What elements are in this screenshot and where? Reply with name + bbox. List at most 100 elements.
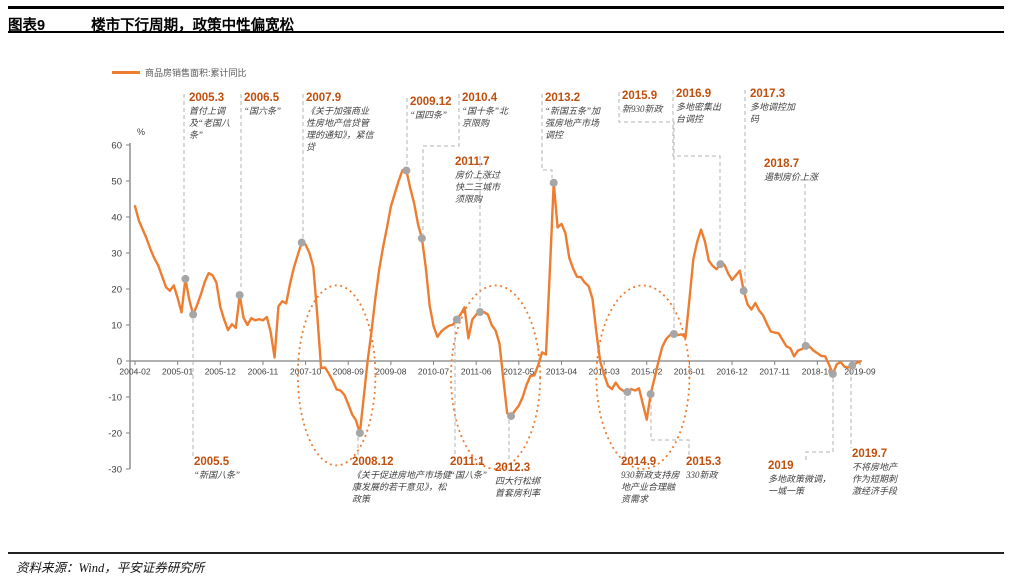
annotation-date: 2019.7 bbox=[852, 448, 888, 460]
x-tick-label: 2007-10 bbox=[290, 367, 321, 377]
annotation-text: 多地密集出台调控 bbox=[676, 102, 722, 124]
annotation-text: 《关于促进房地产市场健康发展的若干意见》，松政策 bbox=[352, 470, 452, 504]
policy-annotation-2019: 2019 多地政策微调，一城一策 bbox=[768, 460, 838, 497]
policy-annotation-2011.7: 2011.7 房价上涨过快二三城市须限购 bbox=[455, 156, 505, 205]
x-tick-label: 2018-10 bbox=[802, 367, 833, 377]
policy-annotation-2017.3: 2017.3 多地调控加码 bbox=[750, 88, 798, 125]
policy-annotation-2012.3: 2012.3 四大行松绑首套房利率 bbox=[495, 462, 547, 499]
annotation-connector bbox=[805, 378, 834, 460]
legend-line-swatch bbox=[112, 71, 140, 74]
annotation-connector bbox=[650, 398, 690, 456]
source-note: 资料来源：Wind，平安证券研究所 bbox=[16, 561, 205, 575]
header-divider bbox=[8, 31, 1004, 33]
annotation-text: 330新政 bbox=[686, 470, 718, 480]
policy-annotation-2019.7: 2019.7 不将房地产作为短期刺激经济手段 bbox=[852, 448, 902, 497]
annotation-text: “国十条”北京限购 bbox=[462, 106, 509, 128]
chart-legend: 商品房销售面积:累计同比 bbox=[112, 66, 247, 79]
annotation-date: 2011.7 bbox=[455, 156, 490, 168]
annotation-date: 2011.1 bbox=[450, 456, 485, 468]
event-marker-dot bbox=[669, 330, 678, 338]
annotation-text: 多地调控加码 bbox=[750, 102, 796, 124]
x-tick-label: 2011-06 bbox=[461, 367, 492, 377]
annotation-text: 首付上调及“老国八条” bbox=[189, 106, 231, 140]
y-unit-label: % bbox=[137, 127, 145, 137]
annotation-date: 2016.9 bbox=[676, 88, 712, 100]
x-tick-label: 2005-01 bbox=[162, 367, 193, 377]
x-tick-label: 2006-11 bbox=[248, 367, 279, 377]
event-marker-dot bbox=[402, 166, 411, 175]
event-marker-dot bbox=[476, 308, 485, 317]
x-tick-label: 2004-02 bbox=[119, 367, 150, 377]
annotation-date: 2015.9 bbox=[622, 90, 658, 102]
annotation-date: 2005.3 bbox=[189, 92, 225, 104]
y-tick-label: 50 bbox=[111, 177, 122, 188]
annotation-text: 多地政策微调，一城一策 bbox=[768, 474, 832, 496]
annotation-connector bbox=[422, 94, 460, 234]
annotation-text: 930新政支持房地产业合理融资需求 bbox=[621, 470, 680, 504]
figure-header: 图表9 楼市下行周期，政策中性偏宽松 bbox=[8, 6, 1004, 35]
policy-annotation-2006.5: 2006.5 “国六条” bbox=[244, 92, 304, 117]
annotation-date: 2009.12 bbox=[410, 96, 452, 108]
annotation-connector bbox=[618, 92, 675, 330]
footer-divider bbox=[8, 552, 1004, 554]
y-tick-label: -10 bbox=[108, 393, 122, 404]
annotation-text: “国六条” bbox=[244, 106, 282, 116]
annotation-text: “国四条” bbox=[410, 110, 448, 120]
annotation-date: 2018.7 bbox=[764, 158, 800, 170]
event-marker-dot bbox=[801, 341, 810, 350]
x-tick-label: 2012-05 bbox=[503, 367, 534, 377]
event-marker-dot bbox=[297, 238, 306, 247]
annotation-date: 2015.3 bbox=[686, 456, 722, 468]
x-tick-label: 2005-12 bbox=[205, 367, 236, 377]
annotation-date: 2010.4 bbox=[462, 92, 498, 104]
policy-annotation-2013.2: 2013.2 “新国五条”加强房地产市场调控 bbox=[545, 92, 603, 141]
annotation-date: 2006.5 bbox=[244, 92, 280, 104]
annotation-date: 2014.9 bbox=[621, 456, 657, 468]
event-marker-dot bbox=[549, 178, 558, 187]
downturn-cycle-ellipse bbox=[595, 284, 691, 470]
annotation-date: 2012.3 bbox=[495, 462, 531, 474]
policy-annotation-2011.1: 2011.1 “国八条” bbox=[450, 456, 496, 481]
x-tick-label: 2015-02 bbox=[631, 367, 662, 377]
annotation-text: “新国五条”加强房地产市场调控 bbox=[545, 106, 601, 140]
event-marker-dot bbox=[646, 390, 655, 399]
y-tick-label: 0 bbox=[117, 357, 122, 368]
policy-annotation-2018.7: 2018.7 遏制房价上涨 bbox=[764, 158, 824, 183]
x-tick-label: 2019-09 bbox=[844, 367, 875, 377]
y-tick-label: 10 bbox=[111, 321, 122, 332]
y-tick-label: 20 bbox=[111, 285, 122, 296]
annotation-date: 2013.2 bbox=[545, 92, 581, 104]
event-marker-dot bbox=[507, 412, 516, 421]
y-tick-label: 40 bbox=[111, 213, 122, 224]
annotation-date: 2019 bbox=[768, 460, 794, 472]
policy-annotation-2005.3: 2005.3 首付上调及“老国八条” bbox=[189, 92, 241, 141]
event-marker-dot bbox=[181, 274, 190, 283]
sales-yoy-line bbox=[133, 168, 862, 435]
y-tick-label: -20 bbox=[108, 429, 122, 440]
downturn-cycle-ellipse bbox=[296, 284, 377, 467]
x-tick-label: 2016-01 bbox=[674, 367, 705, 377]
x-tick-label: 2013-04 bbox=[546, 367, 577, 377]
annotation-connector bbox=[672, 90, 721, 260]
policy-annotation-2005.5: 2005.5 “新国八条” bbox=[194, 456, 254, 481]
annotation-text: 《关于加强商业性房地产信贷管理的通知》，紧信贷 bbox=[306, 106, 374, 152]
y-tick-label: -30 bbox=[108, 465, 122, 476]
figure-number: 图表9 bbox=[8, 18, 46, 34]
policy-annotation-2009.12: 2009.12 “国四条” bbox=[410, 96, 466, 121]
event-marker-dot bbox=[417, 234, 426, 243]
event-marker-dot bbox=[716, 260, 725, 269]
policy-annotation-2015.3: 2015.3 330新政 bbox=[686, 456, 736, 481]
x-tick-label: 2016-12 bbox=[716, 367, 747, 377]
x-tick-label: 2017-11 bbox=[759, 367, 790, 377]
policy-annotation-2015.9: 2015.9 新930新政 bbox=[622, 90, 677, 115]
policy-annotation-2014.9: 2014.9 930新政支持房地产业合理融资需求 bbox=[621, 456, 681, 505]
policy-annotation-2010.4: 2010.4 “国十条”北京限购 bbox=[462, 92, 512, 129]
policy-annotation-2016.9: 2016.9 多地密集出台调控 bbox=[676, 88, 726, 125]
event-marker-dot bbox=[452, 315, 461, 324]
annotation-text: 新930新政 bbox=[622, 104, 663, 114]
legend-label: 商品房销售面积:累计同比 bbox=[145, 68, 247, 78]
annotation-date: 2017.3 bbox=[750, 88, 786, 100]
y-tick-label: 30 bbox=[111, 249, 122, 260]
